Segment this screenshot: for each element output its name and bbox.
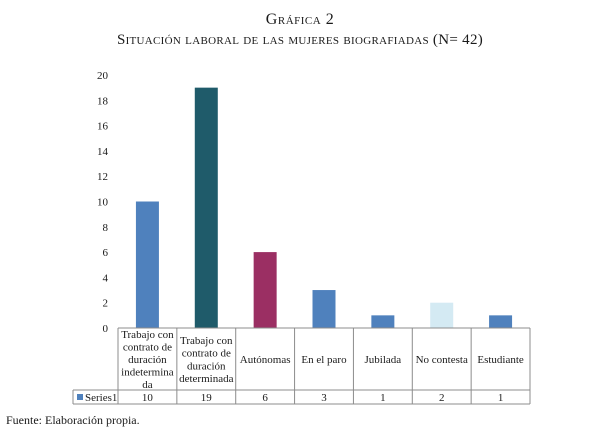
bar <box>489 315 513 328</box>
bar <box>135 201 159 328</box>
bar <box>253 252 277 328</box>
data-table-value: 10 <box>142 392 154 404</box>
y-tick-label: 20 <box>97 70 109 82</box>
chart-title-number: Gráfica 2 <box>265 11 335 28</box>
y-tick-label: 6 <box>103 247 109 259</box>
category-label: En el paro <box>301 354 347 366</box>
y-tick-label: 10 <box>97 197 109 209</box>
category-label: Jubilada <box>365 354 402 366</box>
y-tick-label: 0 <box>103 323 109 335</box>
y-tick-label: 4 <box>103 272 109 284</box>
y-tick-label: 12 <box>97 171 108 183</box>
category-label: No contesta <box>416 354 468 366</box>
chart-title: Situación laboral de las mujeres biograf… <box>116 32 484 48</box>
data-table-value: 19 <box>201 392 213 404</box>
chart-title-block: Gráfica 2 Situación laboral de las mujer… <box>0 10 600 50</box>
y-tick-label: 16 <box>97 121 109 133</box>
y-tick-label: 14 <box>97 146 109 158</box>
legend-swatch <box>77 394 83 400</box>
category-label: Trabajo con contrato de duración indetermin… <box>121 329 174 391</box>
bar <box>194 87 218 329</box>
legend-series-name: Series1 <box>85 392 117 404</box>
data-table-value: 2 <box>439 392 445 404</box>
bar <box>312 290 336 328</box>
category-label: Estudiante <box>477 354 524 366</box>
data-table-value: 1 <box>498 392 504 404</box>
data-table-value: 3 <box>321 392 327 404</box>
data-table-value: 1 <box>380 392 386 404</box>
bar <box>371 315 395 328</box>
bar <box>430 302 454 328</box>
category-label: Trabajo con contrato de duración determinad… <box>179 335 233 385</box>
data-table-value: 6 <box>262 392 268 404</box>
category-label: Autónomas <box>240 354 291 366</box>
y-tick-label: 2 <box>103 298 109 310</box>
y-tick-label: 18 <box>97 95 109 107</box>
source-note: Fuente: Elaboración propia. <box>6 413 140 427</box>
y-tick-label: 8 <box>103 222 109 234</box>
